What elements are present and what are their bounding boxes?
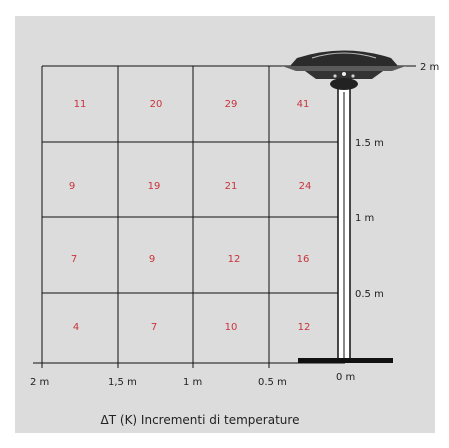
cell-r1-c1: 11 (74, 99, 87, 110)
distance-label-0-5m: 0.5 m (258, 377, 287, 388)
grid-lines (33, 65, 415, 364)
cell-r3-c1: 7 (71, 254, 77, 265)
distance-label-0m: 0 m (336, 372, 355, 383)
lamp-head-icon (282, 50, 416, 90)
height-label-0-5m: 0.5 m (355, 289, 384, 300)
height-label-1m: 1 m (355, 213, 374, 224)
height-labels: 2 m 1.5 m 1 m 0.5 m (355, 62, 439, 300)
cell-r4-c2: 7 (151, 322, 157, 333)
pole-base (298, 358, 393, 363)
cell-r4-c1: 4 (73, 322, 79, 333)
lamp-post (282, 50, 416, 363)
axis-ticks (41, 363, 270, 368)
distance-label-1m: 1 m (183, 377, 202, 388)
cell-r1-c2: 20 (150, 99, 163, 110)
cell-r2-c3: 21 (225, 181, 238, 192)
cell-r4-c3: 10 (225, 322, 238, 333)
height-label-2m: 2 m (420, 62, 439, 73)
cell-r1-c4: 41 (297, 99, 310, 110)
cell-r3-c3: 12 (228, 254, 241, 265)
distance-labels: 2 m 1,5 m 1 m 0.5 m 0 m (30, 372, 355, 388)
distance-label-1-5m: 1,5 m (108, 377, 137, 388)
cell-r2-c2: 19 (148, 181, 161, 192)
diagram-caption: ΔT (K) Incrementi di temperature (101, 413, 300, 427)
cell-r1-c3: 29 (225, 99, 238, 110)
cell-r4-c4: 12 (298, 322, 311, 333)
height-label-1-5m: 1.5 m (355, 138, 384, 149)
cell-r2-c4: 24 (299, 181, 312, 192)
distance-label-2m: 2 m (30, 377, 49, 388)
cell-r2-c1: 9 (69, 181, 75, 192)
cell-values: 11 20 29 41 9 19 21 24 7 9 12 16 4 7 10 … (69, 99, 312, 333)
cell-r3-c4: 16 (297, 254, 310, 265)
cell-r3-c2: 9 (149, 254, 155, 265)
